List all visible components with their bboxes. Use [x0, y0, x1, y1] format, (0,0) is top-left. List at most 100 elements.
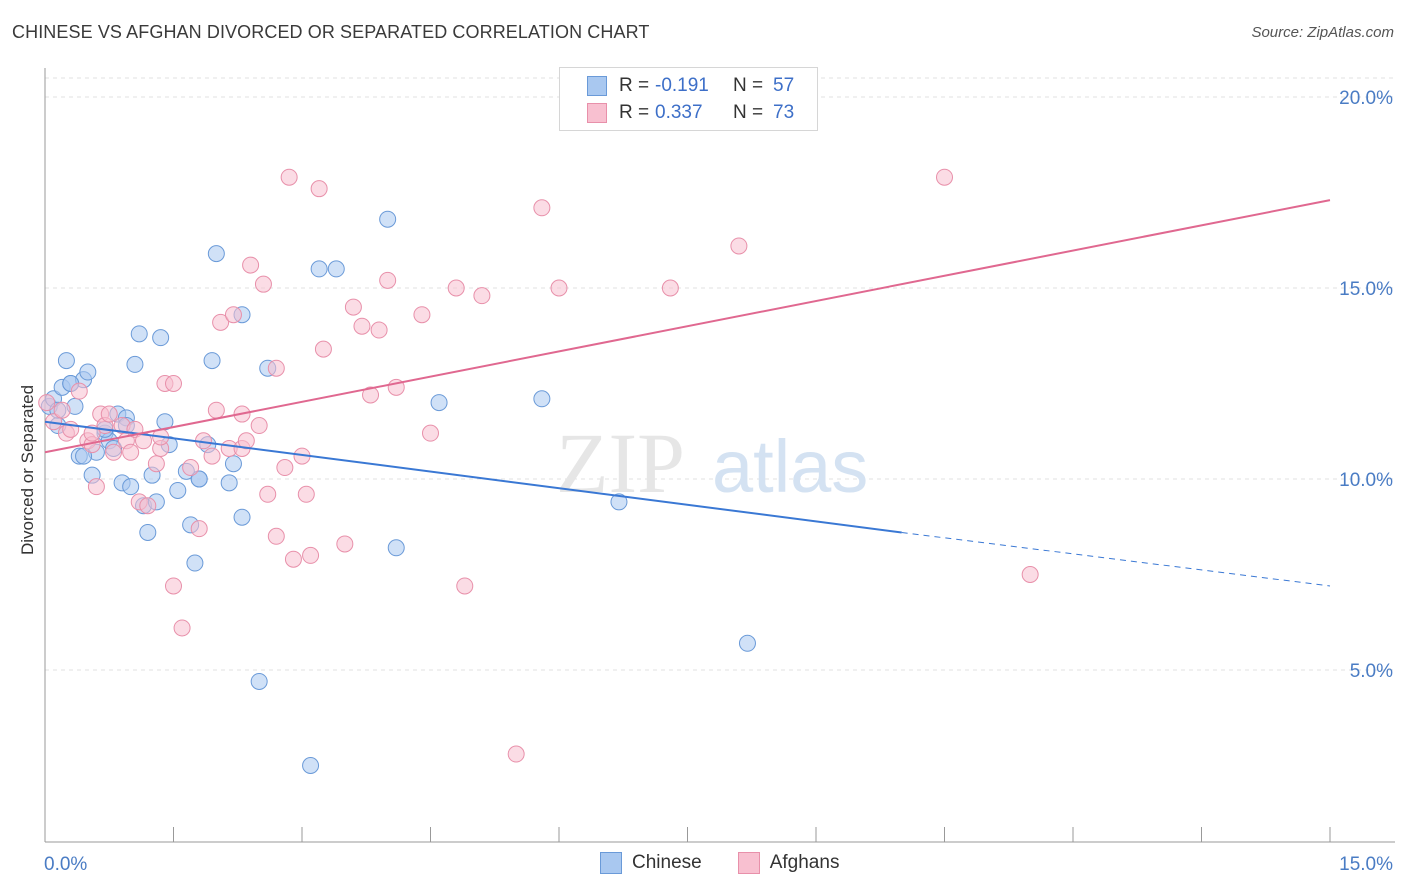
point-afghans	[550, 279, 568, 297]
point-chinese	[203, 352, 221, 370]
point-afghans	[147, 455, 165, 473]
point-afghans	[165, 577, 182, 595]
point-chinese	[152, 329, 170, 347]
point-afghans	[87, 478, 105, 496]
point-afghans	[661, 279, 679, 297]
point-afghans	[284, 550, 302, 568]
x-tick-label: 0.0%	[44, 854, 87, 875]
legend-n-value: 73	[773, 102, 795, 123]
point-afghans	[237, 432, 255, 450]
point-chinese	[190, 470, 208, 488]
point-afghans	[1021, 566, 1039, 583]
point-afghans	[370, 321, 388, 339]
gridlines	[45, 77, 1395, 671]
point-chinese	[738, 634, 756, 652]
point-afghans	[242, 256, 260, 274]
legend-label-chinese: Chinese	[632, 852, 702, 873]
point-afghans	[379, 271, 397, 289]
legend-r-label: R =	[619, 102, 650, 123]
legend-n-value: 57	[773, 75, 795, 96]
legend-r-value: -0.191	[655, 75, 709, 96]
trend-line-afghans	[44, 199, 1331, 454]
point-afghans	[38, 394, 56, 412]
point-afghans	[344, 298, 362, 316]
point-chinese	[224, 455, 242, 473]
point-afghans	[207, 401, 225, 419]
legend-item-afghans[interactable]: Afghans	[737, 852, 839, 874]
source-label: Source: ZipAtlas.com	[1251, 24, 1394, 41]
point-chinese	[220, 474, 238, 492]
chart-title: CHINESE VS AFGHAN DIVORCED OR SEPARATED …	[12, 22, 650, 42]
axes	[44, 68, 1395, 843]
y-tick-label: 5.0%	[1350, 661, 1393, 682]
legend-r-label: R =	[619, 75, 650, 96]
legend-item-chinese[interactable]: Chinese	[600, 852, 702, 874]
point-chinese	[122, 478, 140, 496]
x-tick-label: 15.0%	[1339, 854, 1393, 875]
point-afghans	[473, 287, 491, 305]
point-afghans	[280, 168, 298, 186]
point-chinese	[139, 523, 157, 541]
point-chinese	[302, 757, 320, 774]
point-afghans	[212, 313, 230, 331]
point-afghans	[533, 199, 551, 217]
point-afghans	[267, 527, 285, 545]
point-afghans	[70, 382, 88, 400]
point-afghans	[314, 340, 332, 358]
point-afghans	[173, 619, 191, 637]
point-afghans	[165, 375, 182, 392]
point-chinese	[79, 363, 97, 381]
watermark-atlas: atlas	[712, 425, 868, 508]
point-afghans	[105, 443, 123, 461]
point-afghans	[250, 417, 268, 435]
point-afghans	[224, 306, 242, 324]
point-chinese	[130, 325, 148, 343]
point-chinese	[169, 481, 187, 499]
data-points	[38, 107, 1039, 774]
point-afghans	[254, 275, 272, 293]
legend-swatch-afghans	[587, 103, 607, 123]
point-afghans	[182, 459, 200, 477]
point-chinese	[387, 539, 405, 557]
y-tick-label: 20.0%	[1339, 88, 1393, 109]
point-afghans	[936, 168, 953, 186]
series-legend: Chinese Afghans	[600, 852, 875, 874]
point-afghans	[456, 577, 474, 595]
point-afghans	[362, 386, 380, 404]
point-afghans	[203, 447, 221, 465]
y-tick-label: 15.0%	[1339, 279, 1393, 300]
point-afghans	[422, 424, 439, 442]
legend-row-chinese: R = -0.191 N = 57	[587, 74, 794, 98]
trend-lines	[44, 199, 1331, 587]
point-afghans	[507, 745, 525, 763]
legend-n-label: N =	[733, 102, 764, 123]
point-afghans	[190, 520, 208, 538]
point-afghans	[353, 317, 371, 335]
legend-swatch-chinese	[587, 76, 607, 96]
point-afghans	[53, 401, 71, 419]
point-afghans	[139, 497, 157, 515]
point-afghans	[267, 359, 285, 377]
tick-labels: 5.0% 10.0% 15.0% 20.0% 0.0% 15.0%	[44, 88, 1393, 875]
point-afghans	[259, 485, 277, 503]
point-afghans	[447, 279, 465, 297]
legend-row-afghans: R = 0.337 N = 73	[587, 101, 794, 125]
point-afghans	[336, 535, 354, 553]
point-afghans	[302, 546, 320, 564]
point-chinese	[327, 260, 345, 278]
point-chinese	[126, 355, 144, 373]
point-chinese	[430, 394, 448, 412]
point-chinese	[250, 672, 268, 690]
legend-r-value: 0.337	[655, 102, 703, 123]
point-chinese	[186, 554, 204, 572]
legend-swatch-afghans	[737, 852, 760, 874]
point-chinese	[533, 390, 551, 408]
point-afghans	[730, 237, 748, 255]
point-afghans	[276, 459, 294, 477]
point-chinese	[610, 493, 628, 511]
point-afghans	[310, 180, 328, 198]
point-chinese	[310, 260, 328, 278]
legend-n-label: N =	[733, 75, 764, 96]
point-afghans	[413, 306, 431, 324]
